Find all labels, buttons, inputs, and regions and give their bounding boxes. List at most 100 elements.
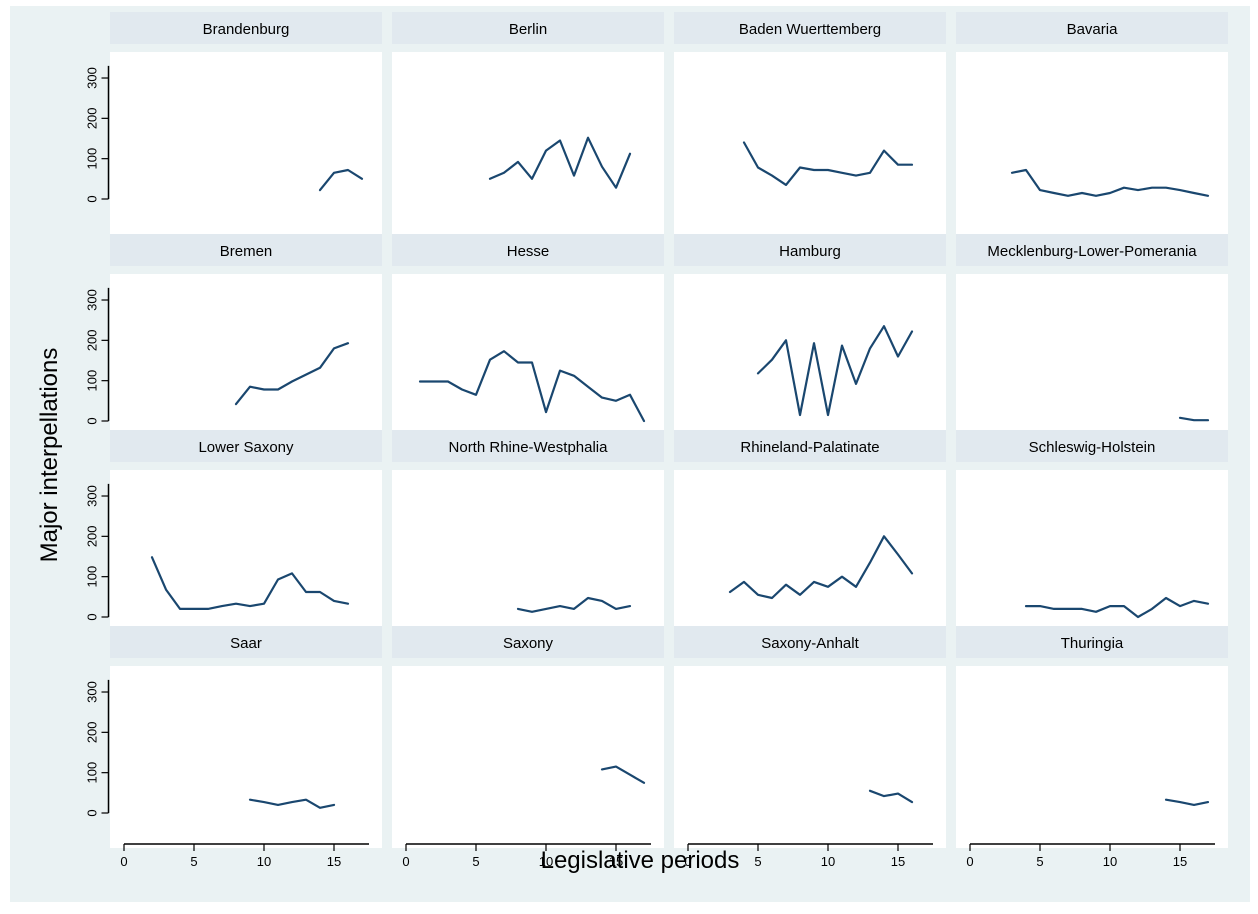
panel-title: Saxony xyxy=(503,635,554,652)
panel-saxony-anhalt: Saxony-Anhalt 0 5 10 15 xyxy=(674,626,946,869)
panel-mecklenburg-lower-pomerania: Mecklenburg-Lower-Pomerania xyxy=(956,234,1228,456)
panel-bavaria: Bavaria xyxy=(956,12,1228,234)
panel-plot-area: 0 5 10 15 xyxy=(674,666,946,869)
panel-plot-area xyxy=(674,470,946,652)
panel-plot-area: 0 100 200 300 xyxy=(85,52,382,234)
panel-strip xyxy=(956,12,1228,44)
plot-background xyxy=(956,666,1228,848)
series-line xyxy=(1010,168,1210,197)
panel-plot-area xyxy=(392,470,664,652)
plot-background xyxy=(392,666,664,848)
series-line xyxy=(248,798,336,809)
x-tick-label: 0 xyxy=(966,854,973,869)
y-tick-label: 300 xyxy=(85,289,100,311)
plot-background xyxy=(674,666,946,848)
panel-title: Baden Wuerttemberg xyxy=(739,21,881,38)
panel-plot-area xyxy=(392,52,664,234)
x-tick-label: 5 xyxy=(1036,854,1043,869)
panel-title: Saar xyxy=(230,635,262,652)
plot-background xyxy=(392,470,664,652)
x-tick-label: 5 xyxy=(754,854,761,869)
panel-strip xyxy=(956,430,1228,462)
y-tick-label: 200 xyxy=(85,525,100,547)
x-tick-label: 5 xyxy=(472,854,479,869)
x-tick-label: 0 xyxy=(402,854,409,869)
plot-background xyxy=(110,52,382,234)
plot-background xyxy=(956,52,1228,234)
y-tick-label: 0 xyxy=(85,613,100,620)
y-tick-label: 200 xyxy=(85,721,100,743)
series-line xyxy=(1024,596,1210,619)
x-tick-label: 0 xyxy=(120,854,127,869)
panel-baden-wuerttemberg: Baden Wuerttemberg xyxy=(674,12,946,234)
y-axis-title: Major interpellations xyxy=(36,348,63,563)
panel-saxony: Saxony 0 5 10 15 xyxy=(392,626,664,869)
panel-berlin: Berlin xyxy=(392,12,664,234)
x-tick-label: 15 xyxy=(609,854,623,869)
x-tick-label: 10 xyxy=(257,854,271,869)
panel-plot-area xyxy=(956,470,1228,652)
plot-background xyxy=(392,274,664,456)
panel-strip xyxy=(392,234,664,266)
series-line xyxy=(150,556,350,610)
panel-strip xyxy=(674,626,946,658)
series-line xyxy=(488,136,632,189)
panel-strip xyxy=(392,626,664,658)
y-tick-label: 200 xyxy=(85,329,100,351)
y-tick-label: 100 xyxy=(85,762,100,784)
y-tick-label: 0 xyxy=(85,809,100,816)
series-line xyxy=(1164,798,1210,806)
y-tick-label: 100 xyxy=(85,370,100,392)
panel-brandenburg: Brandenburg 0 100 200 300 xyxy=(85,12,382,234)
series-line xyxy=(600,765,646,784)
panel-rhineland-palatinate: Rhineland-Palatinate xyxy=(674,430,946,652)
panel-title: Rhineland-Palatinate xyxy=(740,439,879,456)
panel-plot-area: 0 100 200 300 xyxy=(85,470,382,652)
panel-plot-area xyxy=(674,52,946,234)
y-tick-label: 0 xyxy=(85,195,100,202)
y-tick-label: 300 xyxy=(85,67,100,89)
panel-plot-area: 0 100 200 300 xyxy=(85,274,382,456)
plot-background xyxy=(956,274,1228,456)
panel-strip xyxy=(392,12,664,44)
x-tick-label: 10 xyxy=(821,854,835,869)
panel-plot-area: 0 5 10 15 xyxy=(392,666,664,869)
panel-saar: Saar 0 100 200 300 0 5 10 15 xyxy=(85,626,382,869)
panel-title: Thuringia xyxy=(1061,635,1124,652)
panel-strip xyxy=(110,234,382,266)
series-line xyxy=(318,168,364,192)
panel-strip xyxy=(956,626,1228,658)
panel-title: Hesse xyxy=(507,243,550,260)
panel-plot-area xyxy=(674,274,946,456)
panel-plot-area xyxy=(392,274,664,456)
y-tick-label: 200 xyxy=(85,107,100,129)
x-tick-label: 15 xyxy=(327,854,341,869)
plot-background xyxy=(674,52,946,234)
panel-schleswig-holstein: Schleswig-Holstein xyxy=(956,430,1228,652)
series-line xyxy=(756,325,914,417)
plot-background xyxy=(110,274,382,456)
panel-strip xyxy=(110,12,382,44)
plot-background xyxy=(392,52,664,234)
panel-strip xyxy=(674,430,946,462)
panel-thuringia: Thuringia 0 5 10 15 xyxy=(956,626,1228,869)
panel-strip xyxy=(392,430,664,462)
panel-bremen: Bremen 0 100 200 300 xyxy=(85,234,382,456)
panel-title: Bremen xyxy=(220,243,273,260)
x-tick-label: 10 xyxy=(539,854,553,869)
plot-background xyxy=(956,470,1228,652)
y-tick-label: 100 xyxy=(85,566,100,588)
panel-plot-area: 0 100 200 300 0 5 10 15 xyxy=(85,666,382,869)
x-axis-title: Legislative periods xyxy=(541,847,740,874)
panel-title: Schleswig-Holstein xyxy=(1029,439,1156,456)
panel-title: Saxony-Anhalt xyxy=(761,635,859,652)
y-tick-label: 300 xyxy=(85,485,100,507)
x-tick-label: 10 xyxy=(1103,854,1117,869)
series-line xyxy=(868,789,914,804)
series-line xyxy=(1178,416,1210,422)
series-line xyxy=(418,350,646,423)
panel-title: North Rhine-Westphalia xyxy=(449,439,609,456)
